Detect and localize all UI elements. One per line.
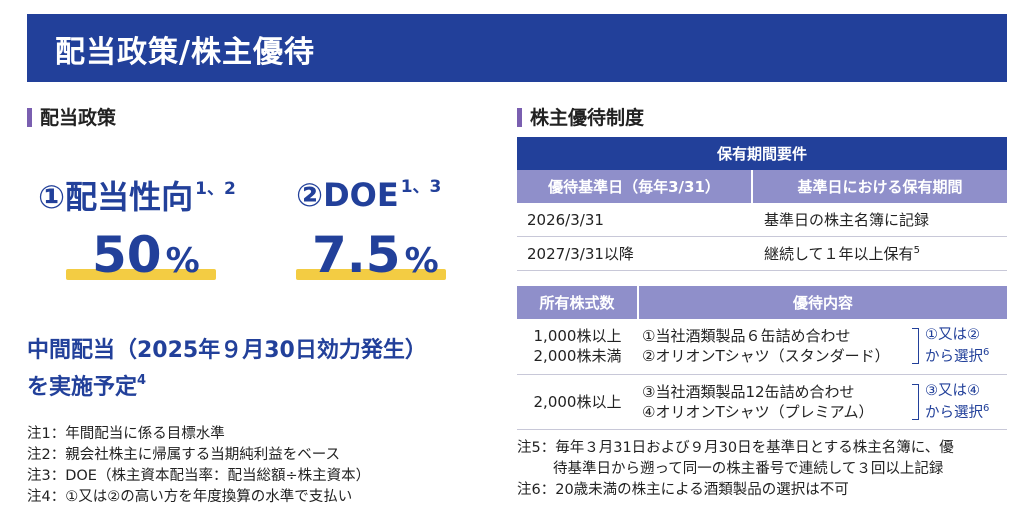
page-title: 配当政策/株主優待: [55, 35, 315, 70]
note-5: 注5：毎年３月31日および９月30日を基準日とする株主名簿に、優: [517, 440, 954, 456]
note-6: 注6：20歳未満の株主による酒類製品の選択は不可: [517, 482, 849, 498]
doe-value: 7.5%: [312, 226, 439, 284]
record-date-cell: 2027/3/31以降: [517, 236, 752, 271]
note-2: 注2：親会社株主に帰属する当期純利益をベース: [27, 447, 340, 463]
brace-icon: [912, 383, 919, 420]
payout-ratio-note-ref: 1、2: [195, 179, 236, 199]
holding-period-title: 保有期間要件: [517, 137, 1007, 170]
interim-dividend-text: 中間配当（2025年９月30日効力発生） を実施予定4: [27, 338, 427, 400]
payout-ratio-value: 50%: [92, 226, 200, 284]
benefit-content-header: 優待内容: [638, 286, 1007, 319]
benefit-items-cell: ③当社酒類製品12缶詰め合わせ ④オリオンTシャツ（プレミアム）: [638, 374, 912, 430]
benefit-items-cell: ①当社酒類製品６缶詰め合わせ ②オリオンTシャツ（スタンダード）: [638, 319, 912, 375]
note-5-continued: 待基準日から遡って同一の株主番号で連続して３回以上記録: [553, 461, 944, 477]
benefit-choice-cell: ③又は④ から選択6: [912, 374, 1007, 430]
heading-marker: [517, 108, 522, 127]
dividend-policy-heading: 配当政策: [27, 103, 116, 130]
table-row: 2026/3/31 基準日の株主名簿に記録: [517, 203, 1007, 237]
benefit-table: 所有株式数 優待内容 1,000株以上 2,000株未満 ①当社酒類製品６缶詰め…: [517, 286, 1007, 430]
holding-period-cell: 継続して１年以上保有5: [752, 236, 1007, 271]
record-date-header: 優待基準日（毎年3/31）: [517, 170, 753, 203]
doe-label: ②DOE 1、3: [296, 176, 442, 214]
benefit-choice-cell: ①又は② から選択6: [912, 319, 1007, 375]
shares-range-cell: 2,000株以上: [517, 374, 638, 430]
table-row: 2027/3/31以降 継続して１年以上保有5: [517, 236, 1007, 271]
doe-highlight: [296, 269, 446, 280]
shares-range-cell: 1,000株以上 2,000株未満: [517, 319, 638, 375]
dividend-notes: 注1：年間配当に係る目標水準 注2：親会社株主に帰属する当期純利益をベース 注3…: [27, 424, 370, 508]
note-4: 注4：①又は②の高い方を年度換算の水準で支払い: [27, 489, 353, 505]
brace-icon: [912, 328, 919, 365]
shareholder-benefit-heading: 株主優待制度: [517, 103, 644, 130]
table-row: 1,000株以上 2,000株未満 ①当社酒類製品６缶詰め合わせ ②オリオンTシ…: [517, 319, 1007, 375]
doe-note-ref: 1、3: [400, 177, 442, 197]
table-row: 2,000株以上 ③当社酒類製品12缶詰め合わせ ④オリオンTシャツ（プレミアム…: [517, 374, 1007, 430]
note-1: 注1：年間配当に係る目標水準: [27, 426, 225, 442]
title-banner: 配当政策/株主優待: [27, 14, 1007, 82]
record-date-cell: 2026/3/31: [517, 203, 752, 237]
heading-marker: [27, 108, 32, 127]
benefit-notes: 注5：毎年３月31日および９月30日を基準日とする株主名簿に、優 待基準日から遡…: [517, 438, 954, 501]
holding-period-table: 保有期間要件 優待基準日（毎年3/31） 基準日における保有期間 2026/3/…: [517, 137, 1007, 271]
note-3: 注3：DOE（株主資本配当率：配当総額÷株主資本）: [27, 468, 371, 484]
payout-ratio-highlight: [66, 269, 216, 280]
holding-period-header: 基準日における保有期間: [752, 170, 1007, 203]
shares-held-header: 所有株式数: [517, 286, 639, 319]
holding-period-cell: 基準日の株主名簿に記録: [752, 203, 1007, 237]
payout-ratio-label: ①配当性向 1、2: [38, 178, 236, 216]
